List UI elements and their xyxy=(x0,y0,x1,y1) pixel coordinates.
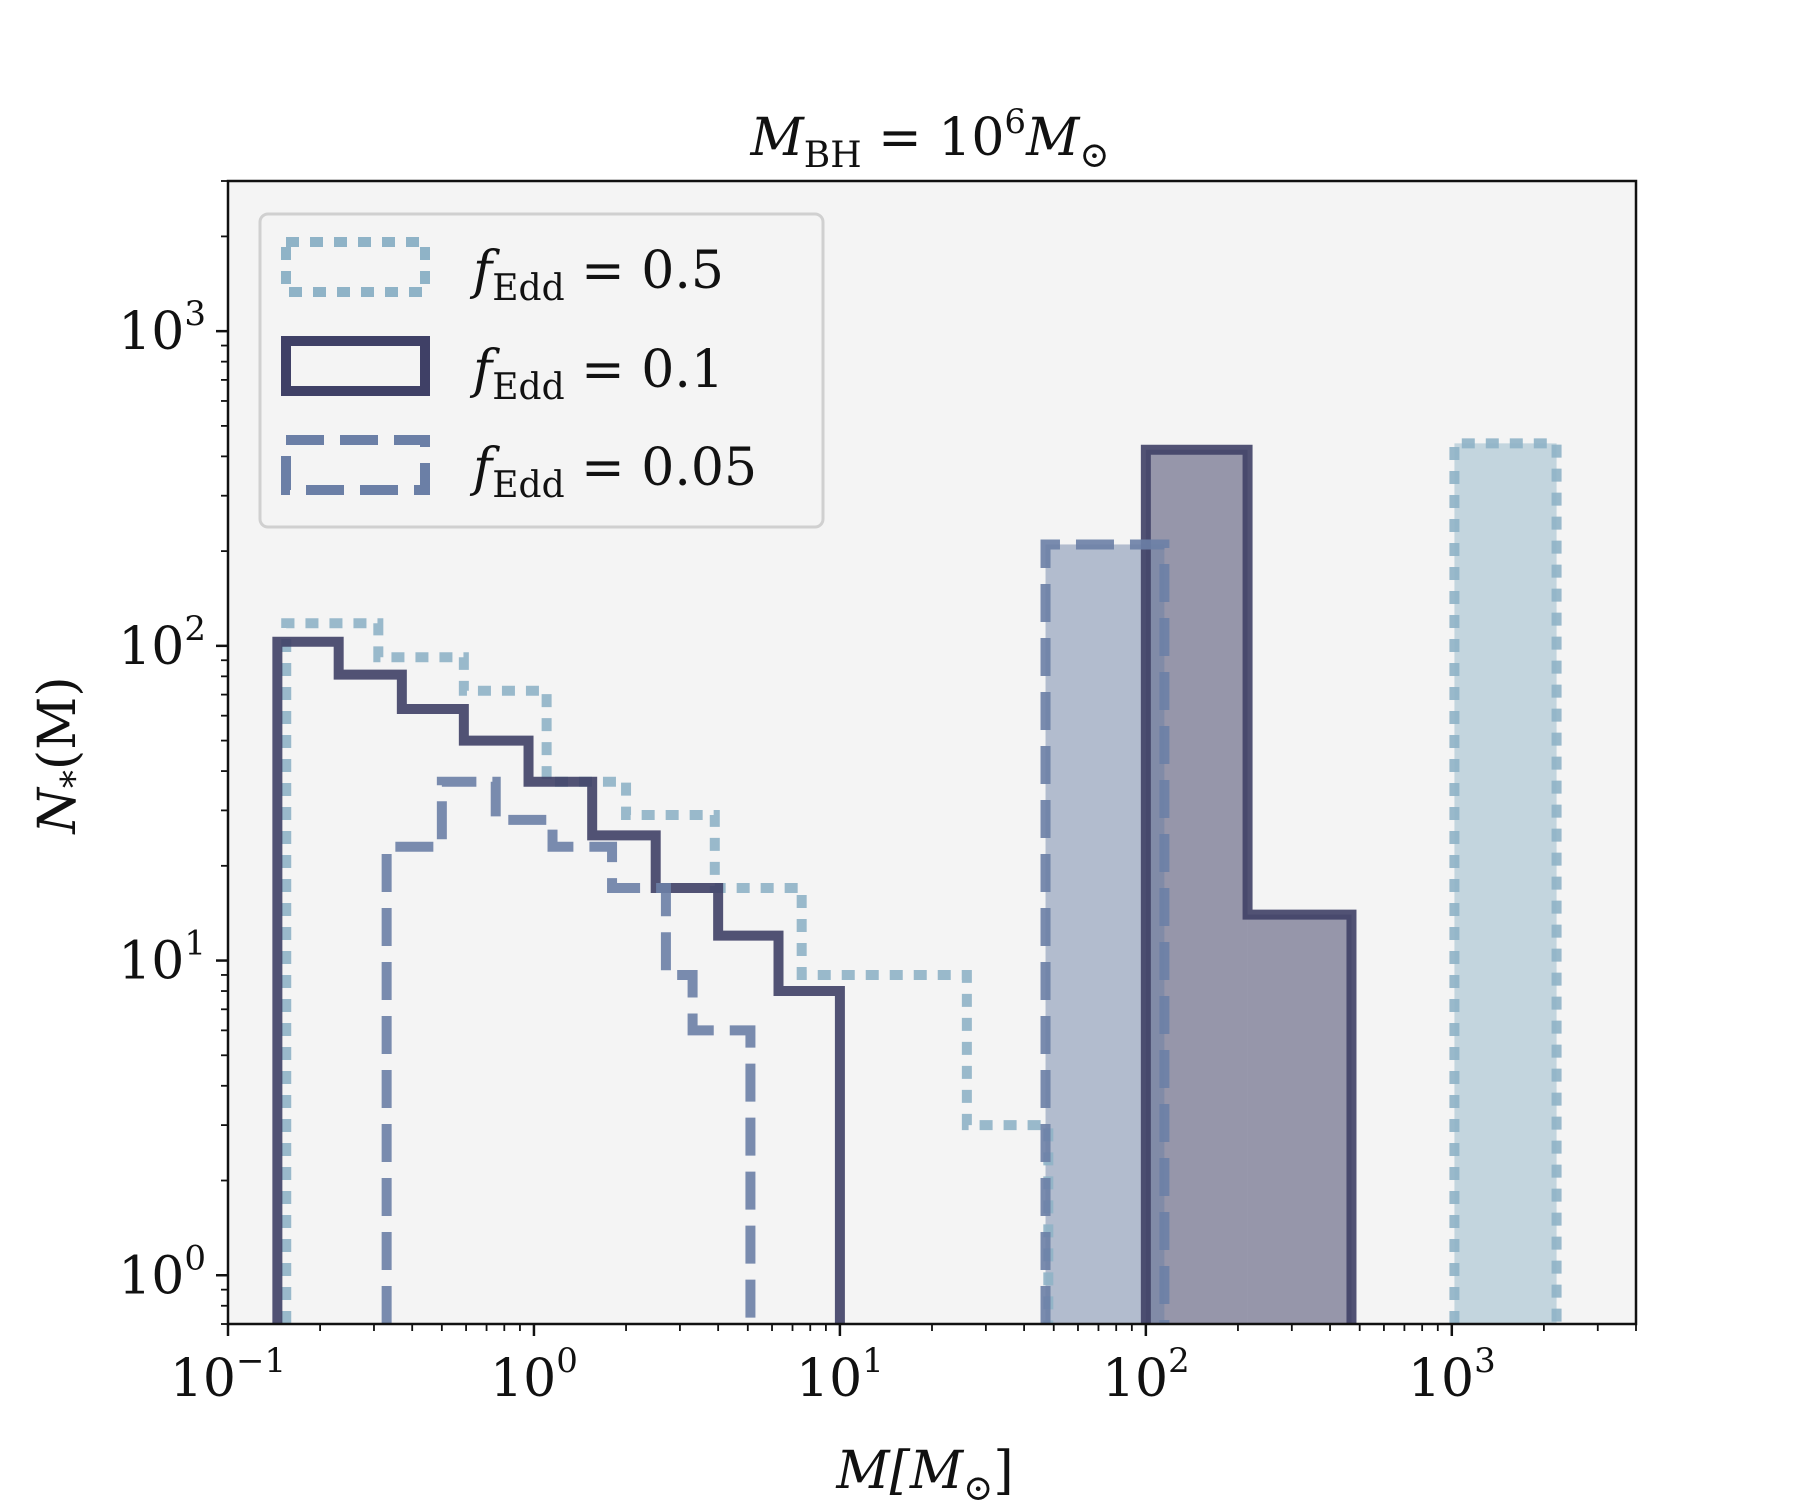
filled-outline-1 xyxy=(1140,444,1357,1324)
x-tick-label-3: 102 xyxy=(1102,1341,1190,1409)
histogram-bars xyxy=(272,438,1562,1324)
filled-bar-1-1 xyxy=(1247,914,1352,1324)
y-tick-label-3: 103 xyxy=(118,294,206,362)
y-tick-label-0: 100 xyxy=(118,1238,206,1306)
x-tick-label-4: 103 xyxy=(1408,1341,1496,1409)
y-tick-label-1: 101 xyxy=(118,924,206,992)
filled-outline-0 xyxy=(1449,438,1562,1324)
legend-box xyxy=(258,212,825,529)
filled-bar-0-0 xyxy=(1454,443,1557,1324)
chart-title: MBH = 106M⊙ xyxy=(750,102,1110,176)
step-outline-1 xyxy=(272,636,845,1324)
step-outline-2 xyxy=(381,776,756,1324)
y-tick-label-2: 102 xyxy=(118,609,206,677)
step-outline-0 xyxy=(281,618,1054,1324)
x-tick-label-2: 101 xyxy=(796,1341,884,1409)
x-tick-label-1: 100 xyxy=(490,1341,578,1409)
legend-swatch-1 xyxy=(281,336,430,396)
x-tick-label-0: 10−1 xyxy=(170,1341,286,1409)
x-axis-label: M[M⊙] xyxy=(835,1441,1013,1500)
legend-label-2: fEdd = 0.05 xyxy=(469,438,757,506)
legend-swatch-2 xyxy=(281,435,430,495)
filled-outline-2 xyxy=(1040,539,1170,1324)
axis-ticks: 10−1 100 101 102 103 100 101 102 103 xyxy=(118,180,1637,1409)
y-axis-label: N*(M) xyxy=(28,676,96,835)
legend: fEdd = 0.5 fEdd = 0.1 fEdd = 0.05 xyxy=(258,212,825,529)
